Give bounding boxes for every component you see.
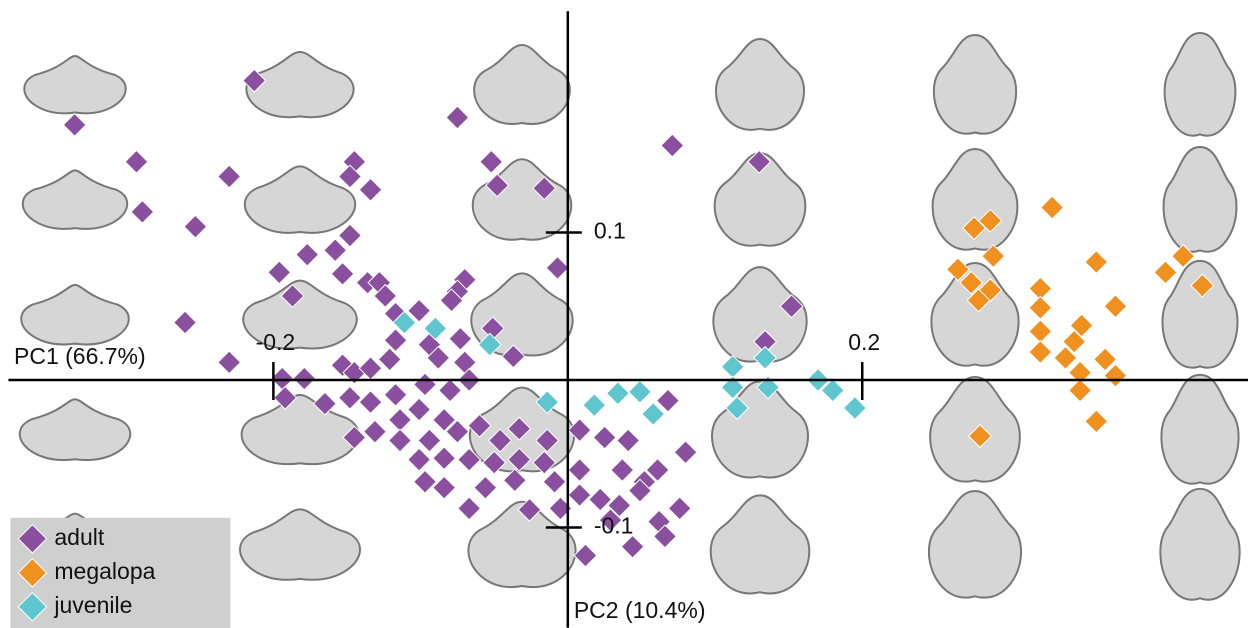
point xyxy=(184,215,207,238)
legend-label: adult xyxy=(54,524,104,550)
point xyxy=(629,381,652,404)
y-axis-label: PC2 (10.4%) xyxy=(574,597,706,623)
shape-outline xyxy=(1164,147,1237,252)
shape-outline xyxy=(712,381,808,477)
shape-outline xyxy=(21,285,128,345)
point xyxy=(657,389,680,412)
point xyxy=(546,257,569,280)
point xyxy=(174,311,197,334)
shape-outline xyxy=(473,159,572,240)
shape-outline xyxy=(20,399,131,460)
point xyxy=(617,429,640,452)
point xyxy=(1029,341,1052,364)
point xyxy=(63,114,86,137)
point xyxy=(433,476,456,499)
point xyxy=(418,429,441,452)
shape-outline xyxy=(929,491,1021,598)
shape-outline xyxy=(246,52,353,117)
point xyxy=(218,351,241,374)
point xyxy=(1104,295,1127,318)
legend-label: juvenile xyxy=(53,592,132,618)
point xyxy=(1085,410,1108,433)
point xyxy=(480,150,503,173)
point xyxy=(439,379,462,402)
point xyxy=(389,429,412,452)
point xyxy=(543,470,566,493)
point xyxy=(661,134,684,157)
point xyxy=(389,409,412,432)
point xyxy=(433,447,456,470)
point xyxy=(668,497,691,520)
legend: adult megalopa juvenile xyxy=(10,518,230,628)
point xyxy=(296,243,319,266)
point xyxy=(364,420,387,443)
point xyxy=(844,397,867,420)
point xyxy=(268,261,291,284)
point xyxy=(331,263,354,286)
shape-outline xyxy=(1161,375,1238,484)
point xyxy=(218,165,241,188)
points xyxy=(63,69,1213,567)
shape-outline xyxy=(934,35,1016,134)
point xyxy=(458,497,481,520)
shape-outline xyxy=(716,39,804,130)
shape-outline xyxy=(711,495,810,593)
y-tick-label: -0.1 xyxy=(594,513,634,539)
point xyxy=(642,403,665,426)
point xyxy=(583,394,606,417)
y-tick-label: 0.1 xyxy=(594,218,626,244)
point xyxy=(593,426,616,449)
point xyxy=(339,224,362,247)
point xyxy=(1069,379,1092,402)
shape-outline xyxy=(474,45,570,124)
point xyxy=(589,488,612,511)
x-tick-label: 0.2 xyxy=(848,329,880,355)
point xyxy=(359,178,382,201)
legend-label: megalopa xyxy=(54,558,155,584)
point xyxy=(568,459,591,482)
point xyxy=(414,373,437,396)
point xyxy=(359,391,382,414)
point xyxy=(453,351,476,374)
shape-outline xyxy=(1160,489,1239,600)
point xyxy=(125,150,148,173)
point xyxy=(414,470,437,493)
point xyxy=(449,327,472,350)
x-axis-label: PC1 (66.7%) xyxy=(14,343,146,369)
point xyxy=(131,201,154,224)
point xyxy=(408,448,431,471)
shape-outline xyxy=(240,509,360,579)
point xyxy=(611,459,634,482)
shape-outline xyxy=(1165,33,1236,136)
point xyxy=(1041,196,1064,219)
point xyxy=(408,398,431,421)
point xyxy=(474,476,497,499)
x-tick-label: -0.2 xyxy=(256,329,296,355)
point xyxy=(1085,251,1108,274)
shape-outline xyxy=(242,395,359,464)
shape-outline xyxy=(23,170,127,228)
point xyxy=(621,535,644,558)
point xyxy=(504,469,527,492)
point xyxy=(1154,261,1177,284)
chart: -0.2 0.2 -0.1 0.1 PC1 (66.7%) PC2 (10.4%) adu… xyxy=(0,0,1248,628)
point xyxy=(574,544,597,567)
point xyxy=(384,383,407,406)
point xyxy=(1029,296,1052,319)
point xyxy=(339,386,362,409)
shape-outline xyxy=(24,56,125,113)
point xyxy=(293,367,316,390)
point xyxy=(674,441,697,464)
point xyxy=(446,106,469,129)
point xyxy=(1029,320,1052,343)
point xyxy=(378,348,401,371)
point xyxy=(568,484,591,507)
point xyxy=(607,382,630,405)
point xyxy=(324,239,347,262)
